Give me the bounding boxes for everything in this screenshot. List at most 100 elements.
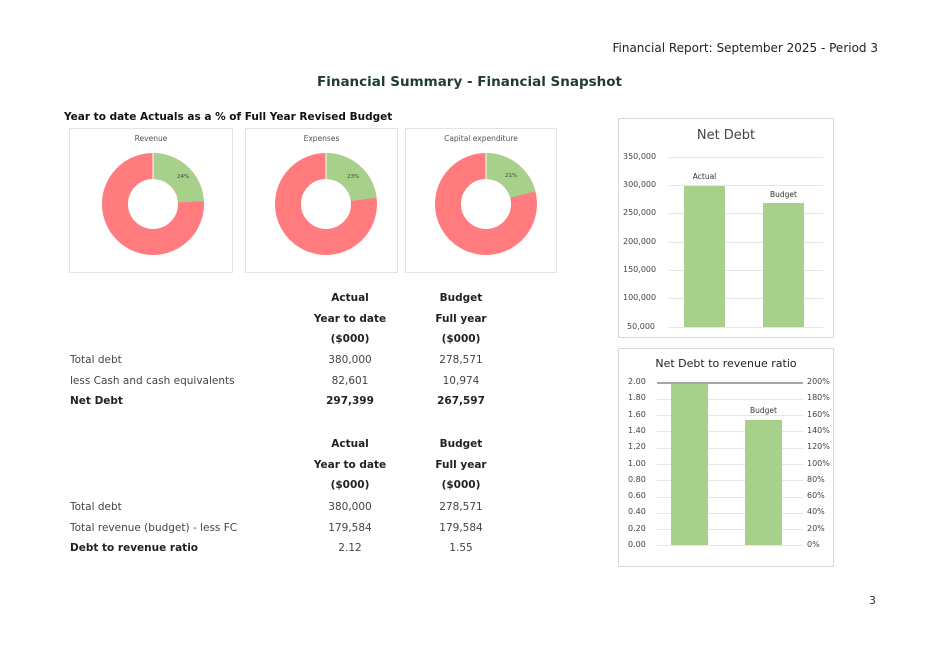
row-label: Debt to revenue ratio	[70, 542, 199, 554]
gridline	[657, 399, 803, 400]
y-tick-left: 0.00	[628, 540, 646, 549]
y-tick-right: 20%	[807, 524, 825, 533]
budget-value: 278,571	[439, 501, 483, 513]
col-header: Full year	[435, 459, 487, 471]
header-row: ($000) ($000)	[70, 479, 510, 499]
table-row-total: Debt to revenue ratio 2.12 1.55	[70, 542, 510, 562]
gridline	[669, 157, 823, 158]
actual-value: 380,000	[328, 501, 372, 513]
actual-value: 179,584	[328, 522, 372, 534]
col-header: Full year	[435, 313, 487, 325]
net-debt-table: Actual Budget Year to date Full year ($0…	[70, 292, 510, 412]
y-tick-left: 1.40	[628, 426, 646, 435]
table-row: Total debt 380,000 278,571	[70, 354, 510, 374]
chart-title: Capital expenditure	[444, 134, 518, 143]
y-tick: 350,000	[623, 152, 657, 161]
gridline	[657, 415, 803, 416]
gridline	[657, 464, 803, 465]
row-label: Net Debt	[70, 395, 123, 407]
y-tick-right: 160%	[807, 410, 830, 419]
y-tick-left: 1.80	[628, 393, 646, 402]
header-row: Actual Budget	[70, 438, 510, 458]
y-tick-right: 80%	[807, 475, 825, 484]
col-header: Year to date	[313, 313, 387, 325]
y-tick-left: 1.20	[628, 442, 646, 451]
row-label: Total revenue (budget) - less FC	[70, 522, 238, 534]
debt-to-revenue-table: Actual Budget Year to date Full year ($0…	[70, 438, 510, 558]
percent-label: 21%	[505, 173, 518, 179]
col-header: Actual	[331, 438, 369, 450]
reference-line	[657, 382, 803, 384]
col-header: Actual	[331, 292, 369, 304]
debt-to-revenue-bar-chart: Net Debt to revenue ratio 2.00 1.80 1.60…	[618, 348, 834, 567]
header-row: ($000) ($000)	[70, 333, 510, 353]
budget-value: 179,584	[439, 522, 483, 534]
revenue-donut-chart: Revenue 24%	[69, 128, 233, 273]
actual-value: 82,601	[331, 375, 369, 387]
y-tick-left: 1.00	[628, 459, 646, 468]
gridline	[669, 185, 823, 186]
gridline	[657, 545, 803, 546]
section-title: Year to date Actuals as a % of Full Year…	[64, 111, 393, 123]
table-row: Total debt 380,000 278,571	[70, 501, 510, 521]
bar-actual	[684, 186, 725, 327]
row-label: less Cash and cash equivalents	[70, 375, 235, 387]
row-label: Total debt	[70, 354, 122, 366]
page-title: Financial Summary - Financial Snapshot	[316, 74, 622, 90]
capex-donut-chart: Capital expenditure 21%	[405, 128, 557, 273]
chart-title: Expenses	[303, 134, 340, 143]
bar-budget	[763, 203, 804, 327]
gridline	[657, 480, 803, 481]
y-tick-right: 200%	[807, 377, 830, 386]
col-header: ($000)	[330, 479, 370, 491]
bar-actual	[671, 383, 708, 545]
col-header: ($000)	[330, 333, 370, 345]
gridline	[669, 298, 823, 299]
gridline	[657, 448, 803, 449]
y-tick-right: 120%	[807, 442, 830, 451]
percent-label: 23%	[347, 174, 360, 180]
gridline	[669, 270, 823, 271]
gridline	[657, 497, 803, 498]
y-tick-left: 0.20	[628, 524, 646, 533]
bar-label: Budget	[750, 406, 777, 415]
gridline	[669, 213, 823, 214]
table-row: Total revenue (budget) - less FC 179,584…	[70, 522, 510, 542]
gridline	[657, 431, 803, 432]
budget-value: 1.55	[449, 542, 473, 554]
table-row-total: Net Debt 297,399 267,597	[70, 395, 510, 415]
header-row: Actual Budget	[70, 292, 510, 312]
y-tick-right: 40%	[807, 507, 825, 516]
budget-value: 10,974	[442, 375, 480, 387]
y-tick-left: 2.00	[628, 377, 646, 386]
actual-value: 297,399	[326, 395, 374, 407]
donut-graphic	[102, 153, 204, 255]
y-tick-left: 0.80	[628, 475, 646, 484]
bar-label: Actual	[692, 172, 717, 181]
bar-label: Budget	[770, 190, 797, 199]
y-tick: 200,000	[623, 237, 657, 246]
y-tick-right: 100%	[807, 459, 830, 468]
donut-graphic	[435, 153, 537, 255]
budget-value: 278,571	[439, 354, 483, 366]
bar-budget	[745, 420, 782, 545]
y-tick-right: 180%	[807, 393, 830, 402]
row-label: Total debt	[70, 501, 122, 513]
y-tick-left: 0.40	[628, 507, 646, 516]
header-row: Year to date Full year	[70, 459, 510, 479]
actual-value: 380,000	[328, 354, 372, 366]
table-row: less Cash and cash equivalents 82,601 10…	[70, 375, 510, 395]
gridline	[657, 513, 803, 514]
page-number: 3	[869, 594, 876, 607]
gridline	[669, 242, 823, 243]
y-tick-left: 0.60	[628, 491, 646, 500]
y-tick-right: 60%	[807, 491, 825, 500]
y-tick: 100,000	[623, 293, 657, 302]
col-header: ($000)	[441, 479, 481, 491]
y-tick: 250,000	[623, 208, 657, 217]
col-header: ($000)	[441, 333, 481, 345]
chart-title: Revenue	[134, 134, 168, 143]
percent-label: 24%	[177, 174, 190, 180]
col-header: Budget	[439, 292, 483, 304]
expenses-donut-chart: Expenses 23%	[245, 128, 398, 273]
